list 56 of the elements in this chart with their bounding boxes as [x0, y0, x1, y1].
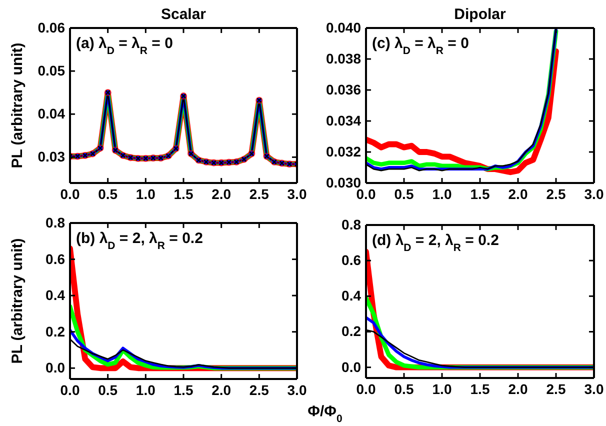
annotation: (c) λ$_{D}$ = λ$_{R}$ = 0 — [372, 35, 469, 57]
y-tick-label: 0.8 — [342, 216, 362, 232]
x-tick-label: 0.5 — [394, 380, 414, 397]
x-tick-label: 2.5 — [546, 380, 566, 397]
chart-title: Dipolar — [454, 6, 506, 23]
y-tick-label: 0.032 — [326, 143, 362, 160]
x-tick-label: 2.5 — [546, 186, 566, 202]
x-tick-label: 2.0 — [212, 382, 232, 398]
x-tick-label: 1.0 — [432, 380, 452, 397]
x-axis-title: Φ/Φ$_{0}$ — [308, 403, 342, 425]
y-tick-label: 0.2 — [342, 323, 362, 340]
x-tick-label: 3.0 — [287, 186, 307, 202]
x-tick-label: 0.0 — [60, 186, 80, 202]
y-tick-label: 0.034 — [326, 112, 362, 128]
x-tick-label: 1.5 — [470, 186, 490, 202]
y-tick-label: 0.04 — [38, 106, 66, 122]
y-tick-label: 0.6 — [342, 252, 362, 268]
annotation: (d) λ$_{D}$ = 2, λ$_{R}$ = 0.2 — [372, 232, 499, 254]
y-tick-label: 0.0 — [342, 358, 362, 375]
x-tick-label: 1.5 — [470, 380, 490, 397]
x-tick-label: 2.0 — [212, 186, 232, 202]
x-tick-label: 2.5 — [249, 382, 270, 398]
x-tick-label: 3.0 — [287, 382, 307, 398]
y-tick-label: 0.036 — [326, 81, 362, 98]
y-tick-label: 0.4 — [46, 287, 66, 304]
x-tick-label: 1.0 — [136, 382, 156, 398]
x-tick-label: 0.5 — [98, 186, 118, 202]
y-axis-title: PL (arbitrary unit) — [9, 42, 26, 168]
x-tick-label: 0.0 — [60, 382, 80, 398]
y-tick-label: 0.0 — [46, 360, 66, 376]
y-tick-label: 0.06 — [38, 19, 66, 36]
y-tick-label: 0.030 — [326, 174, 362, 190]
x-tick-label: 0.0 — [356, 380, 376, 397]
x-tick-label: 2.0 — [508, 380, 528, 397]
annotation: (b) λ$_{D}$ = 2, λ$_{R}$ = 0.2 — [76, 230, 203, 252]
x-tick-label: 1.0 — [136, 186, 156, 202]
x-tick-label: 2.5 — [249, 186, 270, 202]
y-tick-label: 0.03 — [38, 148, 66, 165]
x-tick-label: 1.0 — [432, 186, 452, 202]
y-tick-label: 0.2 — [46, 323, 66, 340]
x-tick-label: 1.5 — [174, 186, 194, 202]
x-tick-label: 3.0 — [584, 380, 604, 397]
chart-title: Scalar — [160, 6, 206, 23]
y-tick-label: 0.6 — [46, 250, 66, 267]
x-tick-label: 0.5 — [98, 382, 118, 398]
y-tick-label: 0.038 — [326, 50, 362, 66]
y-axis-title: PL (arbitrary unit) — [9, 238, 26, 364]
x-tick-label: 3.0 — [584, 186, 604, 202]
y-tick-label: 0.4 — [342, 288, 362, 304]
y-tick-label: 0.05 — [38, 62, 66, 79]
y-tick-label: 0.040 — [326, 19, 362, 36]
x-tick-label: 0.5 — [394, 186, 414, 202]
y-tick-label: 0.8 — [46, 214, 66, 230]
x-tick-label: 1.5 — [174, 382, 194, 398]
x-tick-label: 2.0 — [508, 186, 528, 202]
annotation: (a) λ$_{D}$ = λ$_{R}$ = 0 — [76, 35, 173, 57]
